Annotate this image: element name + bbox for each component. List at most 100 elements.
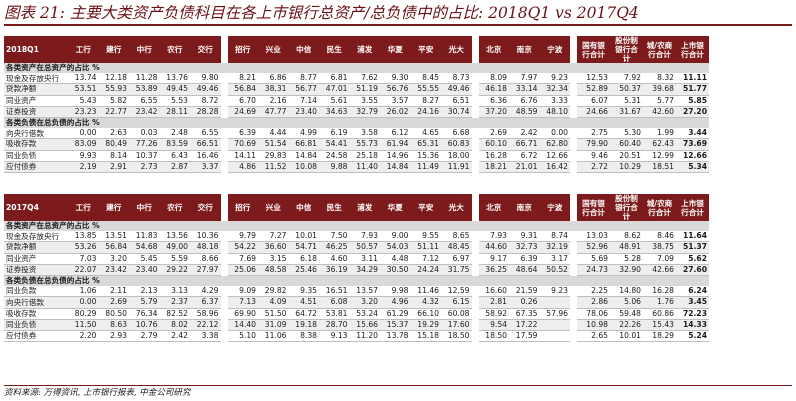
column-header: 光大: [441, 194, 472, 221]
column-gap: [221, 330, 228, 341]
cell-value: 3.33: [539, 95, 570, 107]
cell-value: [539, 319, 570, 331]
cell-value: 6.39: [227, 128, 258, 140]
cell-value: 6.43: [159, 150, 190, 162]
cell-value: 9.31: [509, 231, 540, 243]
table-row: 向央行借款 0.00 2.69 5.79 2.37 6.37 7.13 4.09 4.51 6.0…: [4, 296, 709, 309]
cell-value: 8.46: [643, 231, 676, 243]
cell-value: 17.60: [441, 319, 472, 331]
cell-value: 5.34: [676, 161, 709, 173]
cell-value: 30.50: [380, 264, 411, 276]
column-header: 国有银行合计: [577, 36, 610, 63]
cell-value: 4.60: [319, 253, 350, 265]
section-title: 各类资产在总资产的占比 %: [4, 63, 709, 74]
cell-value: 78.06: [577, 308, 610, 320]
cell-value: 2.19: [68, 161, 99, 173]
column-gap: [471, 296, 479, 308]
column-header: 中信: [288, 36, 319, 63]
cell-value: 3.44: [676, 128, 709, 140]
cell-value: 24.24: [410, 264, 441, 276]
table-row: 同业资产 5.43 5.82 6.55 5.53 8.72 6.70 2.16 7.14 5.61…: [4, 95, 709, 107]
cell-value: 18.21: [478, 161, 509, 173]
cell-value: 18.29: [643, 330, 676, 343]
column-gap: [220, 264, 228, 276]
section-title: 各类资产在总资产的占比 %: [4, 221, 709, 232]
cell-value: 34.63: [319, 106, 350, 118]
cell-value: 22.07: [68, 264, 99, 276]
row-label: 吸收存款: [4, 308, 68, 320]
cell-value: 14.96: [380, 150, 411, 162]
cell-value: 9.88: [319, 161, 350, 173]
cell-value: 6.37: [190, 296, 221, 309]
cell-value: 60.08: [441, 308, 472, 320]
cell-value: 9.17: [478, 253, 509, 265]
column-gap: [472, 253, 479, 264]
table-row: 贷款净额 53.51 55.93 53.89 49.45 49.46 56.84 38.31 5…: [4, 83, 709, 96]
cell-value: 53.26: [68, 241, 99, 254]
cell-value: 4.44: [258, 128, 289, 140]
row-label: 证券投资: [4, 264, 68, 276]
cell-value: 12.66: [539, 150, 570, 162]
row-label: 现金及存放央行: [4, 231, 68, 243]
cell-value: 16.42: [539, 161, 570, 173]
column-header: 中行: [129, 36, 160, 63]
cell-value: 29.83: [258, 150, 289, 162]
cell-value: 9.23: [539, 286, 570, 298]
cell-value: 6.36: [478, 95, 509, 107]
cell-value: 4.32: [410, 296, 441, 309]
cell-value: 25.06: [227, 264, 258, 276]
cell-value: 0.26: [509, 296, 540, 309]
column-gap: [220, 138, 228, 150]
table-row: 同业负款 1.06 2.11 2.13 3.13 4.29 9.09 29.82 9.35 16.…: [4, 286, 709, 298]
column-gap: [570, 296, 577, 308]
cell-value: 32.19: [539, 241, 570, 254]
cell-value: 6.97: [441, 253, 472, 265]
cell-value: 3.11: [349, 253, 380, 265]
column-header: 宁波: [539, 194, 570, 221]
cell-value: 80.49: [98, 138, 129, 151]
cell-value: 8.66: [190, 253, 221, 265]
column-gap: [471, 319, 479, 331]
cell-value: 3.57: [380, 95, 411, 107]
cell-value: 51.54: [258, 138, 289, 151]
cell-value: 3.38: [190, 330, 221, 343]
cell-value: 18.50: [441, 330, 472, 343]
column-gap: [570, 231, 577, 242]
cell-value: 8.73: [441, 73, 472, 85]
header-row: 2017Q4 工行 建行 中行 农行 交行 招行 兴业 中信 民生 浦发 华夏 平安 光大 北京 南京 宁波 国有…: [4, 194, 709, 221]
cell-value: 5.24: [676, 330, 709, 343]
cell-value: 8.72: [190, 95, 221, 107]
column-header: 南京: [509, 36, 540, 63]
cell-value: 14.11: [227, 150, 258, 162]
cell-value: 27.60: [676, 264, 709, 276]
column-header: 城/农商行合计: [643, 194, 676, 221]
row-label: 现金及存放央行: [4, 73, 68, 85]
column-gap: [570, 106, 577, 118]
column-header: 民生: [319, 194, 350, 221]
column-gap: [220, 319, 228, 331]
column-gap: [472, 73, 479, 84]
cell-value: 26.02: [380, 106, 411, 118]
cell-value: 15.37: [380, 319, 411, 331]
cell-value: 38.31: [258, 83, 289, 96]
table-row: 向央行借款 0.00 2.63 0.03 2.48 6.55 6.39 4.44 4.99 6.1…: [4, 128, 709, 140]
cell-value: 79.90: [577, 138, 610, 151]
cell-value: 57.96: [539, 308, 570, 320]
cell-value: 59.48: [610, 308, 643, 320]
cell-value: 6.81: [319, 73, 350, 85]
cell-value: 10.76: [129, 319, 160, 331]
cell-value: 11.52: [258, 161, 289, 173]
cell-value: 24.66: [577, 106, 610, 118]
cell-value: 48.18: [190, 241, 221, 254]
cell-value: 8.45: [410, 73, 441, 85]
cell-value: 76.34: [129, 308, 160, 320]
cell-value: 9.54: [478, 319, 509, 331]
column-header: 股份制银行合计: [610, 194, 643, 221]
cell-value: 25.18: [349, 150, 380, 162]
cell-value: 48.64: [509, 264, 540, 276]
cell-value: 6.55: [129, 95, 160, 107]
column-header: 华夏: [380, 194, 411, 221]
cell-value: 6.19: [319, 128, 350, 140]
cell-value: 30.74: [441, 106, 472, 118]
cell-value: 4.96: [380, 296, 411, 309]
